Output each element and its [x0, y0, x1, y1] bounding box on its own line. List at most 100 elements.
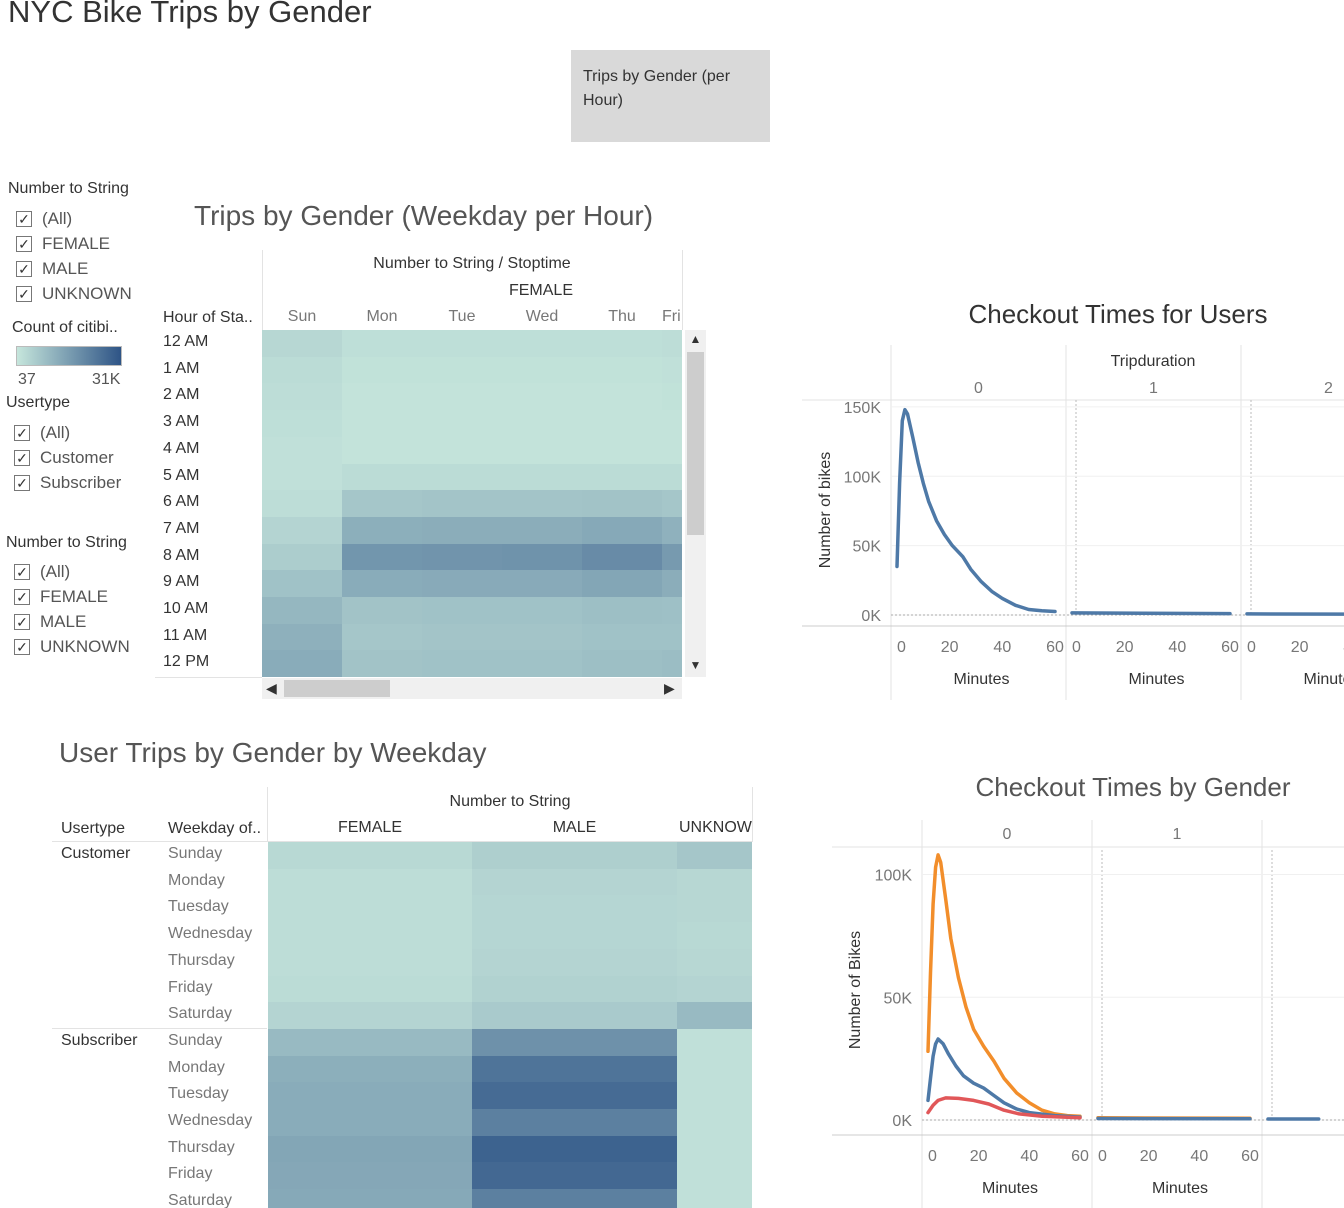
scroll-right-icon[interactable]: ▶: [664, 680, 675, 696]
heatmap-cell[interactable]: [677, 1002, 752, 1030]
heatmap-cell[interactable]: [342, 490, 423, 518]
checkbox-checked-icon[interactable]: ✓: [14, 474, 30, 491]
heatmap-cell[interactable]: [342, 543, 423, 572]
checkbox-checked-icon[interactable]: ✓: [14, 613, 30, 630]
checkbox-checked-icon[interactable]: ✓: [16, 260, 32, 277]
heatmap-cell[interactable]: [268, 868, 473, 897]
checkbox-checked-icon[interactable]: ✓: [14, 638, 30, 655]
heatmap-cell[interactable]: [502, 490, 583, 518]
scroll-up-icon[interactable]: ▲: [689, 332, 702, 346]
heatmap-cell[interactable]: [262, 330, 343, 358]
heatmap-cell[interactable]: [422, 650, 503, 677]
checkbox-checked-icon[interactable]: ✓: [14, 449, 30, 466]
filter-gender-2-option-unknown[interactable]: ✓ UNKNOWN: [14, 634, 130, 659]
checkbox-checked-icon[interactable]: ✓: [14, 563, 30, 580]
heatmap-cell[interactable]: [268, 1162, 473, 1191]
heatmap-cell[interactable]: [677, 1162, 752, 1191]
heatmap-cell[interactable]: [342, 597, 423, 625]
heatmap-cell[interactable]: [422, 570, 503, 598]
heatmap-cell[interactable]: [502, 650, 583, 677]
heatmap-cell[interactable]: [582, 516, 663, 545]
heatmap-cell[interactable]: [502, 383, 583, 412]
heatmap-cell[interactable]: [422, 356, 503, 385]
checkbox-checked-icon[interactable]: ✓: [16, 235, 32, 252]
heatmap-cell[interactable]: [422, 383, 503, 412]
scroll-left-icon[interactable]: ◀: [266, 680, 277, 696]
heatmap-cell[interactable]: [342, 330, 423, 358]
heatmap-cell[interactable]: [662, 570, 682, 598]
heatmap-cell[interactable]: [582, 463, 663, 492]
scrollbar-thumb[interactable]: [687, 352, 704, 535]
heatmap-cell[interactable]: [262, 410, 343, 438]
heatmap-cell[interactable]: [582, 490, 663, 518]
heatmap-cell[interactable]: [662, 463, 682, 492]
heatmap-cell[interactable]: [502, 570, 583, 598]
heatmap1-horizontal-scrollbar[interactable]: ◀ ▶: [262, 678, 682, 699]
heatmap-cell[interactable]: [262, 570, 343, 598]
filter-usertype-option-subscriber[interactable]: ✓ Subscriber: [14, 470, 121, 495]
heatmap-cell[interactable]: [502, 463, 583, 492]
heatmap-cell[interactable]: [422, 597, 503, 625]
heatmap-cell[interactable]: [582, 436, 663, 465]
filter-gender-option-male[interactable]: ✓ MALE: [16, 256, 132, 281]
heatmap-cell[interactable]: [582, 383, 663, 412]
heatmap-cell[interactable]: [502, 623, 583, 652]
heatmap-cell[interactable]: [472, 1028, 678, 1057]
heatmap-cell[interactable]: [472, 1002, 678, 1030]
heatmap-cell[interactable]: [582, 330, 663, 358]
heatmap-cell[interactable]: [268, 1082, 473, 1110]
checkbox-checked-icon[interactable]: ✓: [14, 588, 30, 605]
heatmap-cell[interactable]: [422, 410, 503, 438]
heatmap-cell[interactable]: [422, 330, 503, 358]
heatmap1-row-header[interactable]: Hour of Sta..: [163, 309, 253, 326]
heatmap-cell[interactable]: [677, 1109, 752, 1137]
heatmap-cell[interactable]: [677, 842, 752, 870]
filter-gender-2-option-female[interactable]: ✓ FEMALE: [14, 584, 130, 609]
heatmap-cell[interactable]: [582, 543, 663, 572]
heatmap-cell[interactable]: [662, 330, 682, 358]
heatmap-cell[interactable]: [472, 1109, 678, 1137]
heatmap-cell[interactable]: [268, 842, 473, 870]
heatmap-cell[interactable]: [268, 948, 473, 977]
heatmap-cell[interactable]: [342, 356, 423, 385]
series-line[interactable]: [1070, 611, 1232, 616]
heatmap-cell[interactable]: [342, 410, 423, 438]
heatmap-cell[interactable]: [472, 922, 678, 950]
heatmap-cell[interactable]: [582, 356, 663, 385]
heatmap-cell[interactable]: [582, 623, 663, 652]
heatmap-cell[interactable]: [677, 1135, 752, 1164]
heatmap-cell[interactable]: [472, 1055, 678, 1084]
series-line[interactable]: [926, 853, 1082, 1119]
heatmap-cell[interactable]: [268, 975, 473, 1004]
heatmap-cell[interactable]: [262, 623, 343, 652]
heatmap-cell[interactable]: [262, 516, 343, 545]
heatmap-cell[interactable]: [422, 490, 503, 518]
heatmap-cell[interactable]: [677, 895, 752, 924]
heatmap-cell[interactable]: [677, 948, 752, 977]
heatmap-cell[interactable]: [677, 922, 752, 950]
heatmap-cell[interactable]: [662, 490, 682, 518]
series-line[interactable]: [895, 407, 1057, 614]
filter-usertype-option-customer[interactable]: ✓ Customer: [14, 445, 121, 470]
heatmap1-vertical-scrollbar[interactable]: ▲ ▼: [685, 330, 706, 677]
heatmap-cell[interactable]: [268, 895, 473, 924]
heatmap-cell[interactable]: [677, 1082, 752, 1110]
heatmap2-row-header-weekday[interactable]: Weekday of..: [168, 820, 262, 837]
filter-gender-option-all[interactable]: ✓ (All): [16, 206, 132, 231]
heatmap-cell[interactable]: [472, 1162, 678, 1191]
heatmap-cell[interactable]: [262, 650, 343, 677]
heatmap-cell[interactable]: [472, 1082, 678, 1110]
heatmap-cell[interactable]: [677, 868, 752, 897]
heatmap-cell[interactable]: [262, 383, 343, 412]
scrollbar-thumb[interactable]: [284, 680, 390, 697]
heatmap-cell[interactable]: [677, 1189, 752, 1208]
heatmap-cell[interactable]: [677, 1055, 752, 1084]
heatmap-cell[interactable]: [342, 650, 423, 677]
heatmap-cell[interactable]: [662, 410, 682, 438]
heatmap-cell[interactable]: [262, 436, 343, 465]
checkbox-checked-icon[interactable]: ✓: [16, 285, 32, 302]
heatmap-cell[interactable]: [502, 543, 583, 572]
heatmap-cell[interactable]: [422, 623, 503, 652]
heatmap-cell[interactable]: [268, 1109, 473, 1137]
heatmap-cell[interactable]: [662, 516, 682, 545]
